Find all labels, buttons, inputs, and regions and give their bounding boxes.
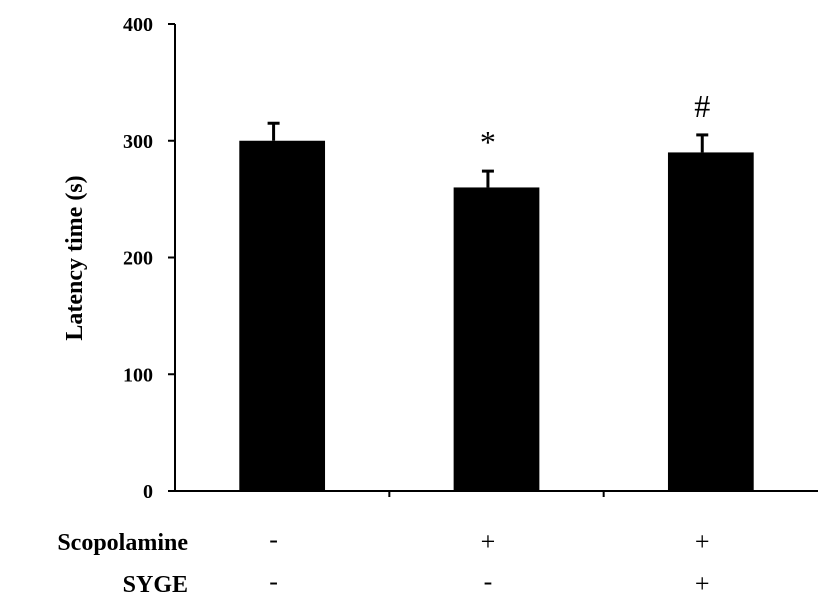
significance-annotations: *# bbox=[480, 88, 710, 160]
bar bbox=[453, 187, 540, 491]
y-axis-title: Latency time (s) bbox=[62, 175, 88, 340]
y-ticks: 0 100 200 300 400 bbox=[123, 14, 175, 503]
error-bars bbox=[267, 121, 709, 188]
treatment-sign: + bbox=[695, 569, 710, 598]
treatment-sign: + bbox=[481, 527, 496, 556]
treatment-sign: + bbox=[695, 527, 710, 556]
treatment-sign: - bbox=[484, 567, 493, 596]
y-tick-label: 0 bbox=[143, 481, 153, 503]
y-tick-label: 300 bbox=[123, 131, 153, 153]
treatment-row-label: SYGE bbox=[123, 572, 188, 598]
treatment-table: Scopolamine - + + SYGE - - + bbox=[57, 525, 709, 598]
y-tick-label: 400 bbox=[123, 14, 153, 36]
treatment-row-label: Scopolamine bbox=[57, 530, 188, 556]
bars bbox=[239, 140, 754, 492]
treatment-sign: - bbox=[269, 567, 278, 596]
bar bbox=[239, 140, 326, 491]
treatment-sign: - bbox=[269, 525, 278, 554]
y-tick-label: 100 bbox=[123, 364, 153, 386]
x-ticks bbox=[388, 491, 605, 497]
bar bbox=[667, 152, 754, 492]
significance-marker: * bbox=[480, 124, 496, 160]
y-tick-label: 200 bbox=[123, 248, 153, 270]
significance-marker: # bbox=[694, 88, 710, 124]
